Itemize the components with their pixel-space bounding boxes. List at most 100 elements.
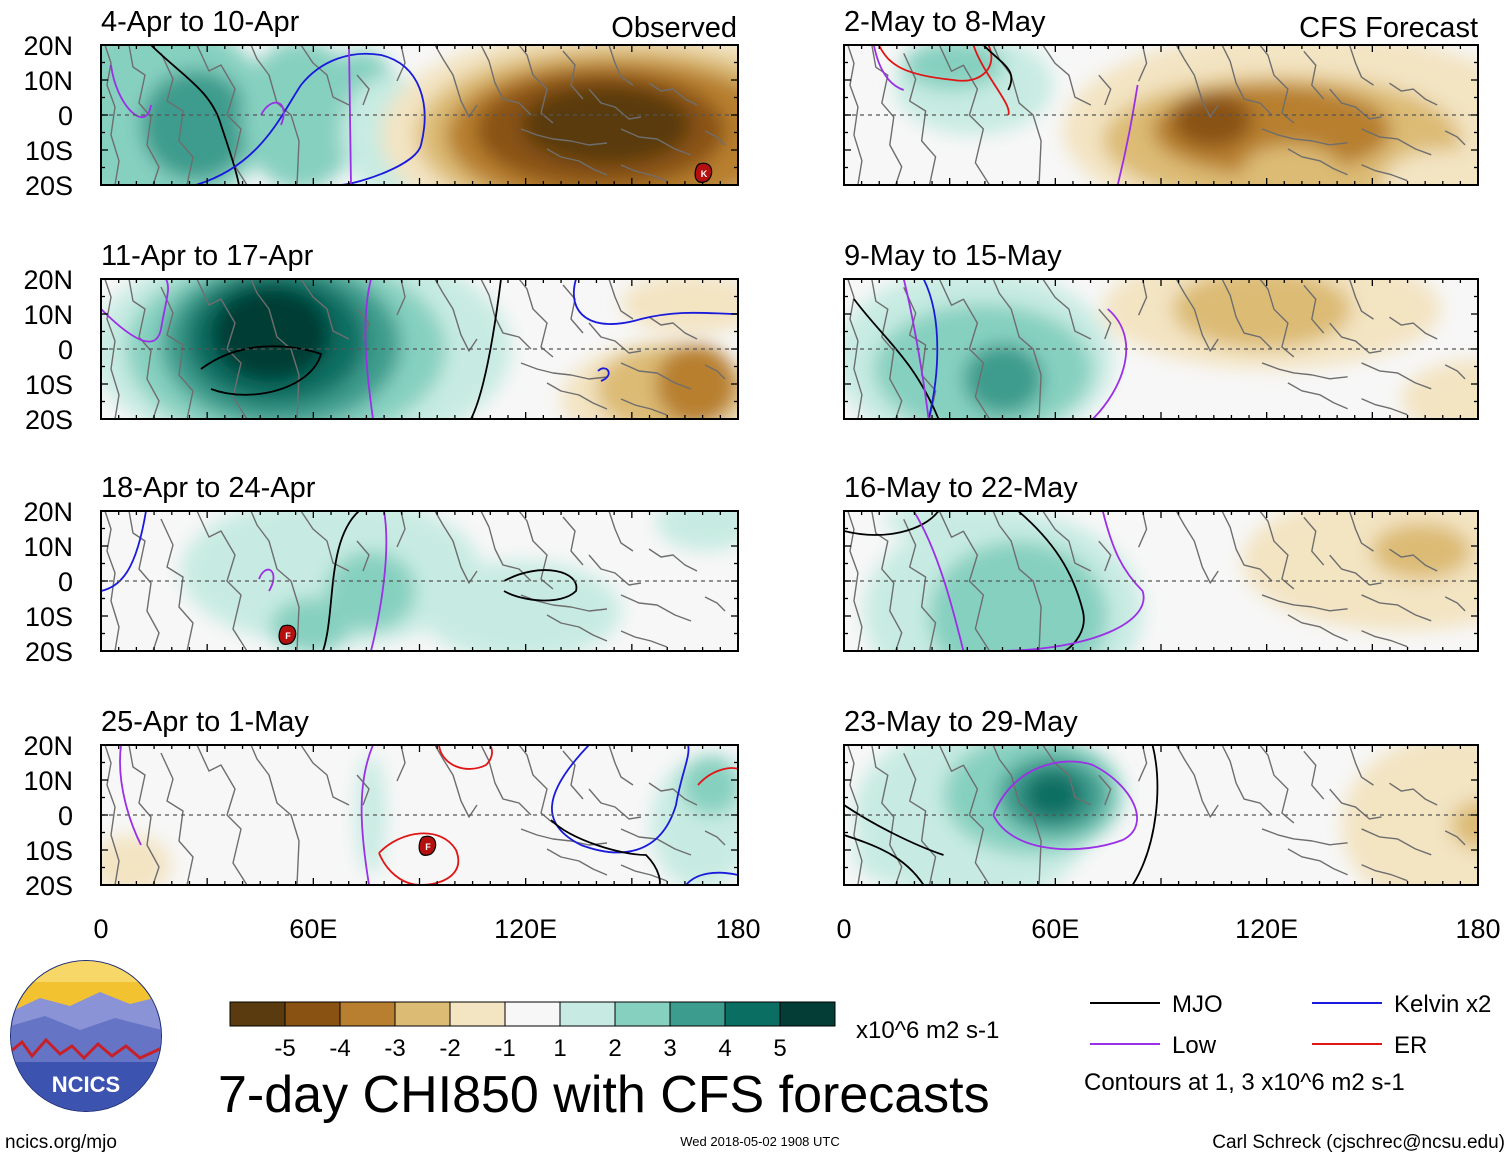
map-panel-2: 11-Apr to 17-Apr 20N 10N 0 10S 20S xyxy=(23,240,739,435)
map-panel-1: 4-Apr to 10-Apr 20N 10N 0 10S 20S xyxy=(23,6,739,201)
anomaly-shading xyxy=(893,45,1478,185)
colorbar-box xyxy=(559,1001,616,1027)
colorbar-label: 1 xyxy=(553,1035,566,1062)
panel-title: 25-Apr to 1-May xyxy=(101,706,309,738)
legend-label: Kelvin x2 xyxy=(1394,991,1491,1018)
anomaly-blob xyxy=(853,825,954,885)
lon-label: 180 xyxy=(1455,914,1500,944)
colorbar-box xyxy=(284,1001,341,1027)
contour-line xyxy=(686,873,738,885)
anomaly-shading xyxy=(101,45,738,185)
lon-label: 60E xyxy=(1031,914,1079,944)
anomaly-blob xyxy=(1172,279,1352,349)
panel-field xyxy=(101,511,738,651)
colorbar-label: 3 xyxy=(663,1035,676,1062)
contour-line xyxy=(993,511,1143,651)
panel-background xyxy=(101,745,738,885)
panel-field xyxy=(844,745,1478,885)
contour-line xyxy=(598,368,609,381)
lon-label: 0 xyxy=(836,914,851,944)
map-panel-7: 16-May to 22-May xyxy=(843,472,1479,652)
contour-line xyxy=(101,279,168,342)
contour-lines xyxy=(120,745,741,885)
panel-title: 11-Apr to 17-Apr xyxy=(101,240,314,272)
anomaly-blob xyxy=(101,835,171,885)
ncics-logo: NCICS xyxy=(10,960,162,1112)
colorbar-box xyxy=(229,1001,286,1027)
colorbar-box xyxy=(779,1001,836,1027)
lon-label: 120E xyxy=(1235,914,1298,944)
cfs-forecast-label: CFS Forecast xyxy=(1299,12,1478,44)
lat-label: 20S xyxy=(25,871,73,901)
lat-label: 10S xyxy=(25,602,73,632)
lat-label: 10N xyxy=(23,300,73,330)
anomaly-blob xyxy=(1242,145,1342,185)
lat-label: 10S xyxy=(25,836,73,866)
lon-label: 0 xyxy=(93,914,108,944)
footer-timestamp: Wed 2018-05-02 1908 UTC xyxy=(680,1134,839,1149)
logo-text: NCICS xyxy=(52,1072,120,1097)
contour-line xyxy=(854,299,939,419)
contour-note: Contours at 1, 3 x10^6 m2 s-1 xyxy=(1084,1069,1405,1096)
contour-line xyxy=(552,745,689,852)
main-title: 7-day CHI850 with CFS forecasts xyxy=(218,1066,990,1124)
lat-label: 0 xyxy=(58,335,73,365)
lat-label: 20S xyxy=(25,171,73,201)
lat-label: 0 xyxy=(58,801,73,831)
lat-label: 10S xyxy=(25,136,73,166)
legend-label: ER xyxy=(1394,1032,1427,1059)
colorbar-box xyxy=(724,1001,781,1027)
contour-line xyxy=(1093,309,1126,419)
contour-lines xyxy=(101,279,738,419)
panel-field xyxy=(101,279,738,419)
lat-label: 20N xyxy=(23,265,73,295)
legend-label: MJO xyxy=(1172,991,1223,1018)
anomaly-blob xyxy=(681,755,738,815)
contour-line xyxy=(1018,511,1084,651)
anomaly-blob xyxy=(1371,523,1472,579)
lat-label: 0 xyxy=(58,567,73,597)
colorbar-label: -2 xyxy=(439,1035,460,1062)
lat-label: 20N xyxy=(23,731,73,761)
line-legend: MJO Kelvin x2 Low ER xyxy=(1090,991,1491,1059)
contour-lines xyxy=(874,45,1138,185)
contour-lines xyxy=(844,745,1157,885)
contour-line xyxy=(101,511,146,591)
legend-item: MJO xyxy=(1090,991,1223,1018)
lat-label: 0 xyxy=(58,101,73,131)
storm-marker: K xyxy=(694,162,713,183)
panel-field xyxy=(101,745,741,885)
panel-field xyxy=(844,279,1478,419)
lat-label: 10S xyxy=(25,370,73,400)
lat-label: 20S xyxy=(25,637,73,667)
contour-line xyxy=(151,45,239,185)
lat-label: 10N xyxy=(23,66,73,96)
legend-label: Low xyxy=(1172,1032,1217,1059)
lon-label: 120E xyxy=(494,914,557,944)
colorbar-label: -5 xyxy=(274,1035,295,1062)
legend-item: Low xyxy=(1090,1032,1217,1059)
panel-title: 2-May to 8-May xyxy=(844,6,1046,38)
map-panel-3: 18-Apr to 24-Apr 20N 10N 0 10S 20S xyxy=(23,472,739,667)
colorbar-box xyxy=(614,1001,671,1027)
colorbar-label: -4 xyxy=(329,1035,350,1062)
anomaly-blob xyxy=(883,511,1044,541)
anomaly-blob xyxy=(521,85,691,165)
logo-sky-light xyxy=(11,961,161,982)
lat-label: 10N xyxy=(23,532,73,562)
contour-line xyxy=(698,768,741,785)
anomaly-blob xyxy=(621,279,738,334)
anomaly-shading xyxy=(853,745,1478,885)
contour-line xyxy=(844,805,944,885)
contour-line xyxy=(1118,85,1138,185)
observed-label: Observed xyxy=(611,12,737,44)
anomaly-blob xyxy=(211,286,331,382)
panel-title: 16-May to 22-May xyxy=(844,472,1078,504)
contour-line xyxy=(120,745,141,845)
contour-line xyxy=(993,762,1137,850)
colorbar: -5 -4 -3 -2 -1 1 2 3 4 5 xyxy=(229,1001,836,1062)
colorbar-box xyxy=(669,1001,726,1027)
storm-letter: F xyxy=(285,631,291,641)
